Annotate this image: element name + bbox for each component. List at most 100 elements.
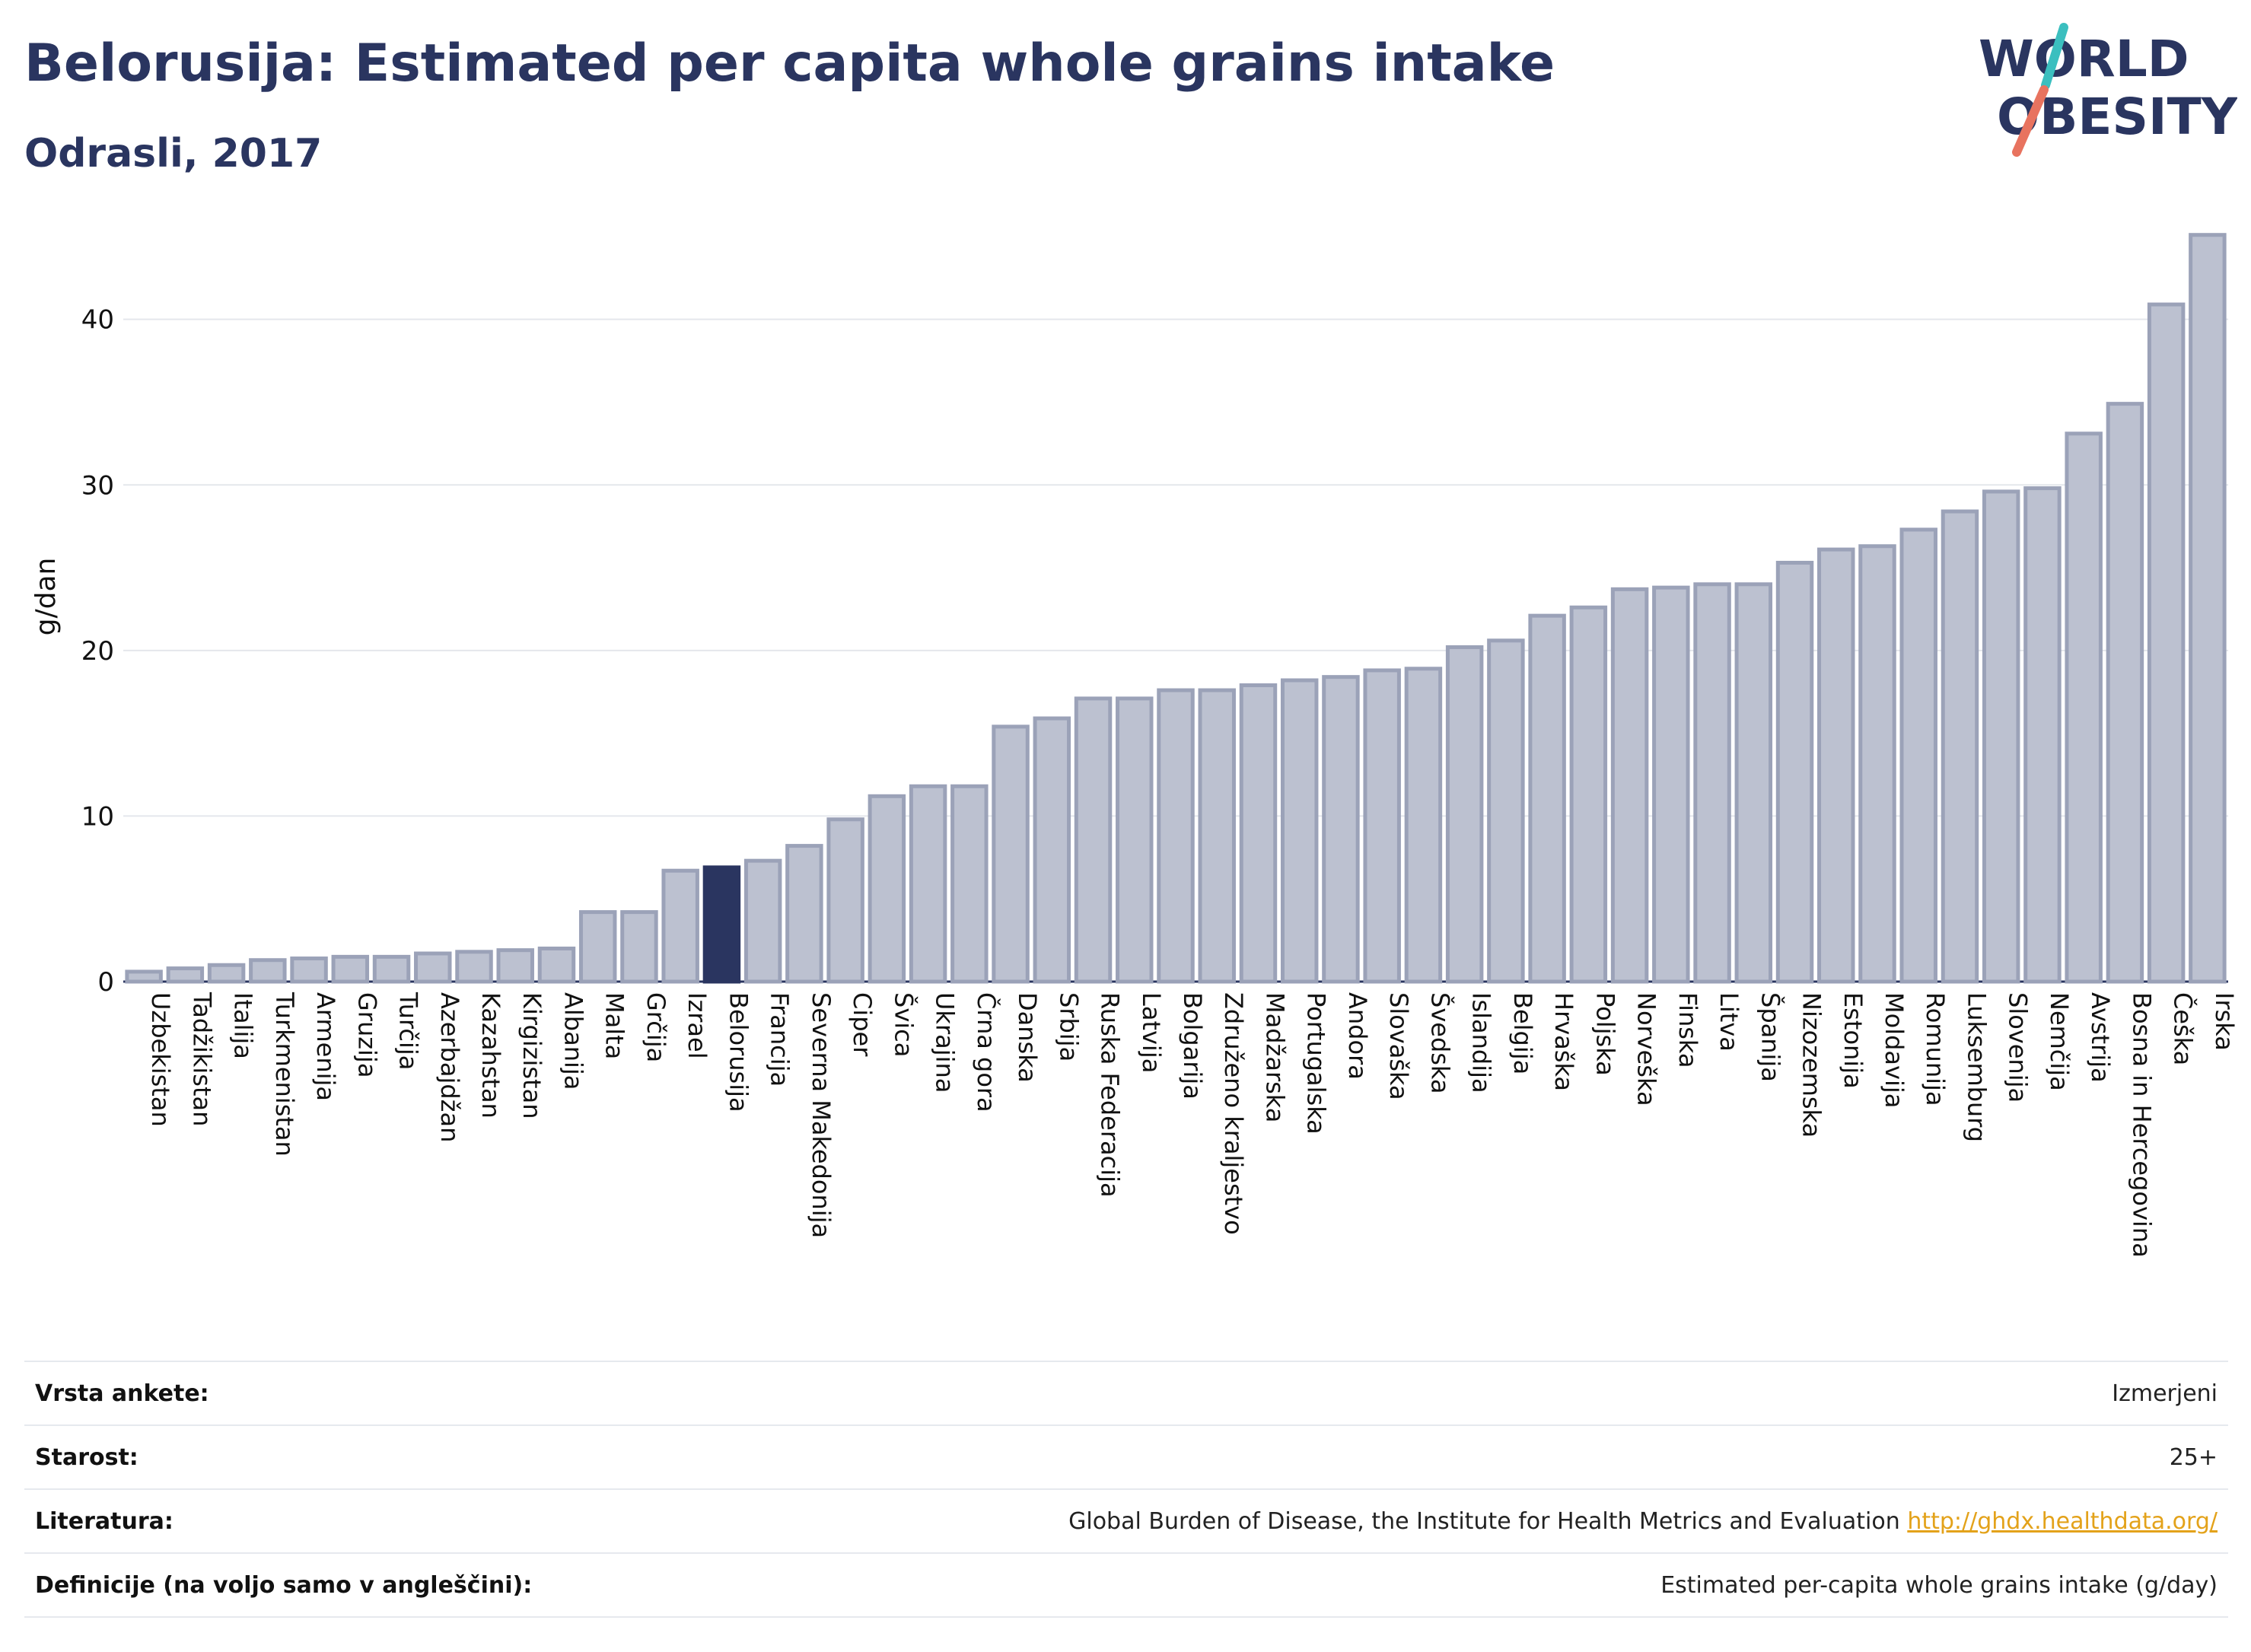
info-row-survey-type: Vrsta ankete: Izmerjeni <box>24 1361 2228 1424</box>
x-tick-label: Švedska <box>1425 992 1455 1094</box>
bar[interactable] <box>1943 511 1976 982</box>
x-tick-label: Bosna in Hercegovina <box>2127 992 2156 1258</box>
bar[interactable] <box>829 820 862 982</box>
x-tick-label: Gruzija <box>352 992 381 1077</box>
bar[interactable] <box>1282 680 1316 982</box>
bar[interactable] <box>870 796 903 982</box>
x-tick-label: Malta <box>600 992 629 1059</box>
bar[interactable] <box>581 912 614 982</box>
bar[interactable] <box>953 786 986 982</box>
x-tick-label: Madžarska <box>1260 992 1289 1122</box>
x-axis-labels: Uzbekistan Tadžikistan Italija Turkmenistan… <box>146 992 2239 1258</box>
x-tick-label: Albanija <box>559 992 587 1090</box>
info-table: Vrsta ankete: Izmerjeni Starost: 25+ Lit… <box>24 1361 2228 1618</box>
bar[interactable] <box>1613 589 1646 982</box>
bar[interactable] <box>622 912 656 982</box>
x-tick-label: Latvija <box>1137 992 1166 1073</box>
x-tick-label: Belgija <box>1508 992 1537 1074</box>
y-tick-label: 20 <box>81 636 114 667</box>
bar[interactable] <box>333 957 367 982</box>
bar[interactable] <box>2067 434 2100 982</box>
x-tick-label: Češka <box>2169 992 2198 1065</box>
info-value: 25+ <box>2170 1444 2218 1471</box>
bar[interactable] <box>251 960 285 982</box>
x-tick-label: Avstrija <box>2086 992 2115 1083</box>
bar[interactable] <box>1737 584 1770 982</box>
y-axis-ticks: 010203040 <box>81 305 114 998</box>
bar[interactable] <box>1571 607 1605 982</box>
info-key: Literatura: <box>35 1508 174 1535</box>
x-tick-label: Turkmenistan <box>270 992 299 1157</box>
bar[interactable] <box>1695 584 1729 982</box>
x-tick-label: Severna Makedonija <box>807 992 836 1238</box>
y-tick-label: 40 <box>81 305 114 336</box>
bar[interactable] <box>1035 718 1068 982</box>
bar[interactable] <box>746 861 779 982</box>
bar[interactable] <box>1530 616 1564 982</box>
bar[interactable] <box>416 953 450 982</box>
x-tick-label: Španija <box>1756 992 1785 1082</box>
x-tick-label: Andora <box>1343 992 1372 1080</box>
bar[interactable] <box>1820 549 1853 982</box>
x-tick-label: Izrael <box>683 992 712 1059</box>
bar[interactable] <box>292 959 326 982</box>
x-tick-label: Nizozemska <box>1797 992 1826 1138</box>
bar[interactable] <box>127 972 161 982</box>
x-tick-label: Tadžikistan <box>187 992 216 1126</box>
bar[interactable] <box>911 786 944 982</box>
info-key: Definicije (na voljo samo v angleščini): <box>35 1572 532 1599</box>
y-tick-label: 0 <box>97 967 114 998</box>
x-tick-label: Srbija <box>1054 992 1083 1062</box>
bar[interactable] <box>1200 690 1234 982</box>
bar[interactable] <box>1118 699 1151 982</box>
x-tick-label: Črna gora <box>972 992 1001 1112</box>
bar[interactable] <box>705 867 738 982</box>
x-tick-label: Turčija <box>394 992 423 1070</box>
x-tick-label: Uzbekistan <box>146 992 175 1127</box>
bar[interactable] <box>498 950 532 982</box>
x-tick-label: Slovaška <box>1384 992 1413 1100</box>
bar[interactable] <box>2191 235 2224 982</box>
x-tick-label: Portugalska <box>1302 992 1331 1135</box>
bar[interactable] <box>1324 677 1358 982</box>
bar[interactable] <box>1654 587 1688 982</box>
bar[interactable] <box>1778 563 1811 982</box>
x-tick-label: Islandija <box>1467 992 1496 1093</box>
info-row-literature: Literatura: Global Burden of Disease, th… <box>24 1488 2228 1552</box>
x-tick-label: Luksemburg <box>1962 992 1991 1142</box>
bar[interactable] <box>1076 699 1110 982</box>
x-tick-label: Moldavija <box>1880 992 1909 1108</box>
bar[interactable] <box>2149 304 2183 982</box>
info-key: Vrsta ankete: <box>35 1380 209 1407</box>
bar[interactable] <box>1902 530 1935 982</box>
bar[interactable] <box>2026 489 2059 982</box>
x-tick-label: Nemčija <box>2045 992 2074 1091</box>
bar[interactable] <box>209 965 243 982</box>
x-tick-label: Romunija <box>1921 992 1950 1106</box>
bar[interactable] <box>2108 404 2141 982</box>
bar[interactable] <box>1984 492 2017 982</box>
bar[interactable] <box>1241 686 1275 982</box>
x-tick-label: Bolgarija <box>1178 992 1207 1100</box>
x-tick-label: Armenija <box>311 992 340 1101</box>
bar[interactable] <box>1489 641 1523 982</box>
bar[interactable] <box>1447 647 1481 982</box>
bar[interactable] <box>664 871 697 982</box>
bar[interactable] <box>540 948 573 982</box>
bar[interactable] <box>374 957 408 982</box>
bar[interactable] <box>457 952 491 982</box>
bar[interactable] <box>1365 670 1399 982</box>
bar[interactable] <box>1861 546 1894 982</box>
x-tick-label: Litva <box>1715 992 1743 1052</box>
x-tick-label: Azerbajdžan <box>435 992 464 1142</box>
bar[interactable] <box>994 727 1027 982</box>
bar[interactable] <box>788 846 821 982</box>
bar-chart: 0 10 20 30 40 Uzbekistan Tadžikistan Italija Tu… <box>0 0 2251 1339</box>
info-key: Starost: <box>35 1444 138 1471</box>
bar[interactable] <box>1159 690 1192 982</box>
x-tick-label: Belorusija <box>724 992 753 1112</box>
source-link[interactable]: http://ghdx.healthdata.org/ <box>1907 1508 2218 1535</box>
bar[interactable] <box>1406 669 1440 982</box>
bar[interactable] <box>168 969 202 982</box>
x-tick-label: Estonija <box>1839 992 1867 1089</box>
